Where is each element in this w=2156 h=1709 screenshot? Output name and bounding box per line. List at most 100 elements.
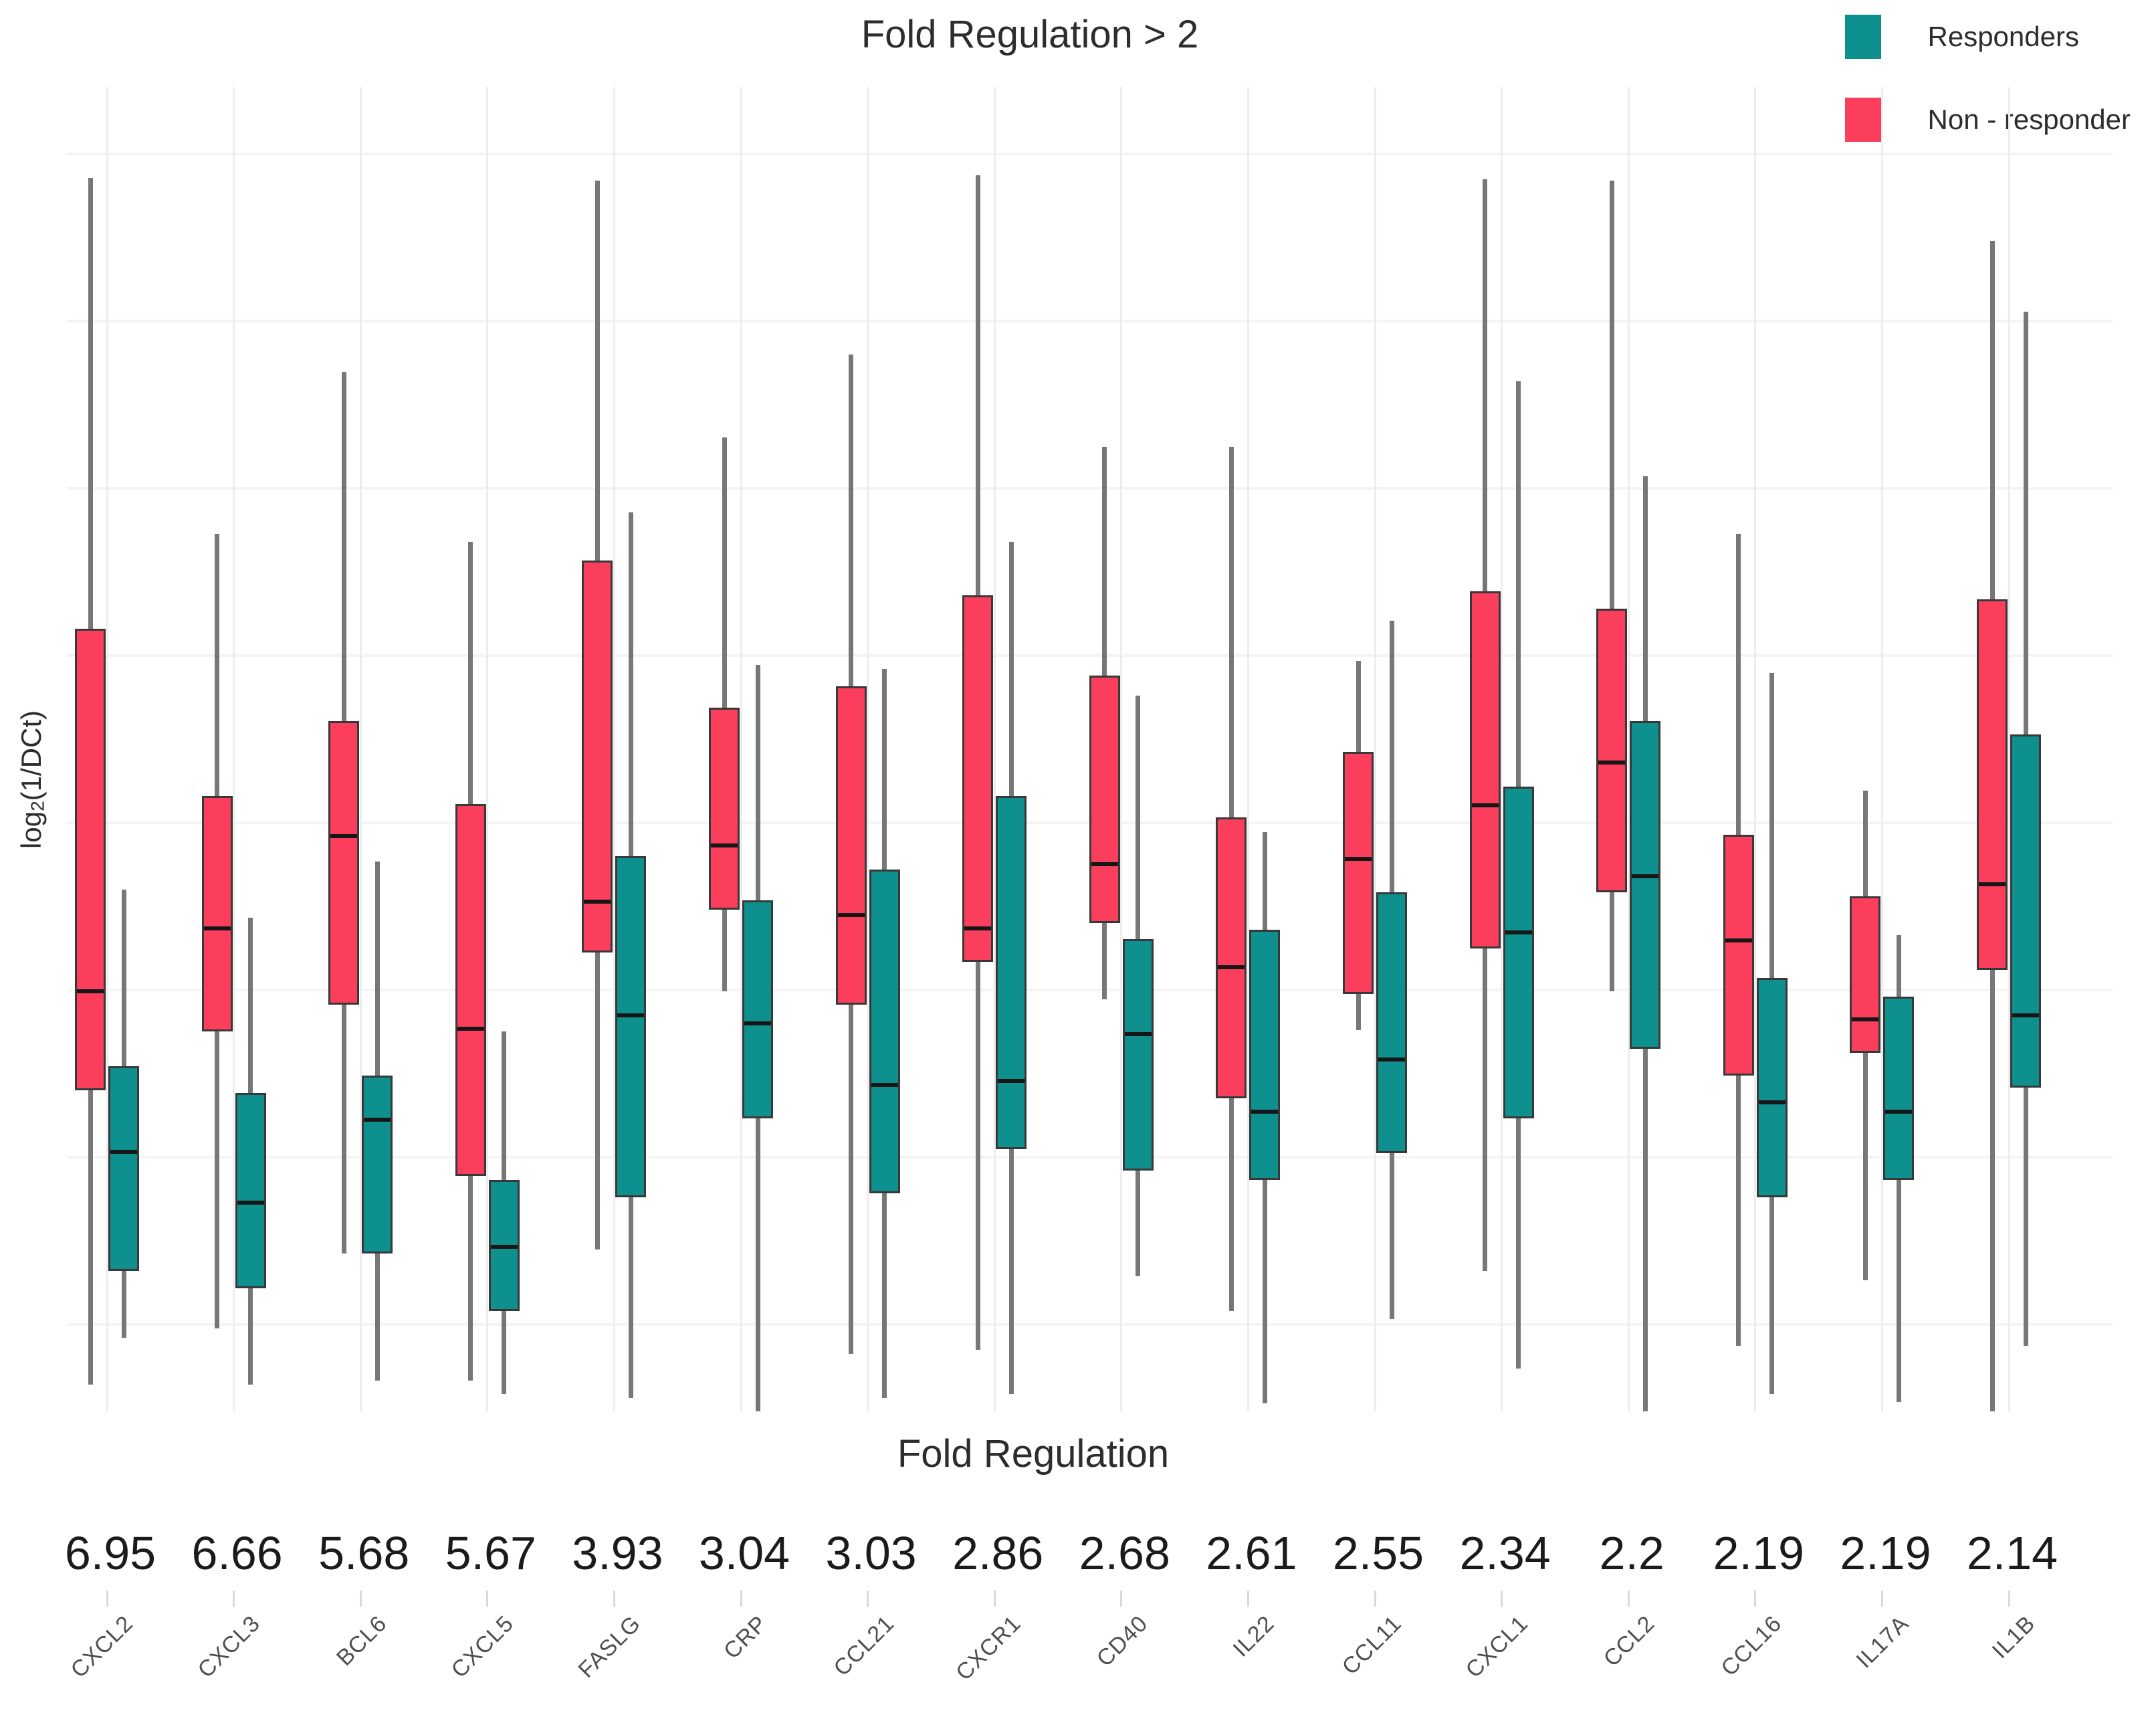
fold-regulation-value: 3.93 [572,1527,663,1579]
box-cd40-non_responder[interactable] [1089,676,1120,923]
x-axis-tick [1880,1591,1883,1607]
median-faslg-responder [617,1013,645,1017]
median-crp-non_responder [711,843,738,847]
median-cxcl1-responder [1505,930,1532,934]
box-cxcl2-non_responder[interactable] [75,629,106,1090]
median-il22-non_responder [1218,965,1245,969]
median-il1b-responder [2012,1013,2039,1017]
median-ccl21-non_responder [837,913,865,917]
box-faslg-responder[interactable] [615,856,647,1197]
box-il17a-responder[interactable] [1883,997,1915,1180]
median-faslg-non_responder [584,900,611,904]
vertical-gridline [486,87,489,1411]
median-ccl16-non_responder [1725,938,1752,942]
gene-label-bcl6: BCL6 [332,1611,393,1671]
box-cxcr1-responder[interactable] [996,796,1027,1149]
legend-label-responders: Responders [1927,21,2079,52]
box-ccl21-responder[interactable] [869,870,900,1193]
horizontal-gridline [67,654,2113,657]
gene-label-cxcl1: CXCL1 [1461,1611,1533,1683]
box-crp-non_responder[interactable] [709,708,740,910]
box-faslg-non_responder[interactable] [582,561,613,952]
horizontal-gridline [67,320,2113,322]
y-axis-title: log2(1/DCt) [15,710,48,849]
median-ccl16-responder [1758,1100,1786,1104]
median-il17a-non_responder [1852,1017,1879,1021]
vertical-gridline [740,87,742,1411]
box-ccl16-non_responder[interactable] [1723,835,1754,1076]
x-axis-tick [1501,1591,1503,1607]
gene-label-cxcr1: CXCR1 [951,1611,1027,1686]
x-axis-tick [106,1591,108,1607]
horizontal-gridline [67,989,2113,991]
fold-regulation-value: 6.95 [64,1527,156,1579]
fold-regulation-value: 2.2 [1599,1527,1664,1579]
box-ccl2-responder[interactable] [1630,721,1661,1049]
box-cd40-responder[interactable] [1122,939,1154,1171]
chart-title: Fold Regulation > 2 [861,13,1199,56]
gene-label-ccl11: CCL11 [1337,1611,1406,1680]
box-bcl6-responder[interactable] [362,1076,393,1253]
horizontal-gridline [67,1156,2113,1159]
x-axis-tick [2008,1591,2010,1607]
median-cxcl1-non_responder [1471,803,1499,807]
x-axis-tick [1247,1591,1249,1607]
gene-label-cxcl3: CXCL3 [193,1611,265,1683]
median-cxcl5-non_responder [457,1027,484,1031]
vertical-gridline [106,87,108,1411]
box-cxcl2-responder[interactable] [108,1066,139,1271]
box-cxcl1-non_responder[interactable] [1469,591,1501,948]
fold-regulation-value: 6.66 [191,1527,283,1579]
x-axis-tick [486,1591,489,1607]
median-crp-responder [744,1021,771,1025]
legend-item-responders[interactable]: Responders [1844,15,2131,59]
vertical-gridline [1627,87,1630,1411]
box-cxcl3-non_responder[interactable] [201,796,233,1031]
median-il1b-non_responder [1979,882,2006,886]
vertical-gridline [1374,87,1376,1411]
fold-regulation-value: 2.68 [1079,1527,1170,1579]
gene-label-il22: IL22 [1228,1611,1280,1662]
median-cxcl2-non_responder [77,989,104,993]
median-il22-responder [1251,1110,1279,1114]
median-bcl6-responder [364,1118,391,1122]
box-il1b-responder[interactable] [2010,734,2041,1088]
box-ccl11-non_responder[interactable] [1343,752,1374,994]
x-axis-tick [359,1591,362,1607]
box-cxcr1-non_responder[interactable] [962,595,994,962]
fold-regulation-value: 2.19 [1713,1527,1804,1579]
box-ccl11-responder[interactable] [1376,892,1407,1153]
median-cd40-responder [1124,1032,1152,1036]
legend-item-non-responder[interactable]: Non - responder [1844,98,2131,142]
box-cxcl5-responder[interactable] [488,1180,520,1311]
box-cxcl1-responder[interactable] [1503,787,1534,1118]
median-ccl21-responder [871,1083,898,1087]
fold-regulation-value: 2.86 [952,1527,1044,1579]
box-il22-non_responder[interactable] [1216,817,1247,1098]
box-crp-responder[interactable] [742,900,773,1118]
box-il22-responder[interactable] [1249,930,1281,1180]
horizontal-gridline [67,487,2113,490]
box-il17a-non_responder[interactable] [1850,896,1881,1053]
vertical-gridline [613,87,615,1411]
vertical-gridline [867,87,869,1411]
vertical-gridline [993,87,996,1411]
box-cxcl3-responder[interactable] [235,1093,266,1288]
median-cxcl5-responder [490,1245,518,1249]
box-ccl16-responder[interactable] [1756,978,1788,1197]
fold-regulation-value: 2.55 [1332,1527,1424,1579]
x-axis-title: Fold Regulation [897,1432,1170,1476]
box-ccl21-non_responder[interactable] [835,686,867,1005]
box-cxcl5-non_responder[interactable] [455,804,486,1176]
box-il1b-non_responder[interactable] [1977,599,2008,970]
gene-label-crp: CRP [719,1611,772,1664]
x-axis-tick [993,1591,996,1607]
non-responder-swatch-icon [1844,98,1881,142]
box-bcl6-non_responder[interactable] [328,721,360,1005]
gene-label-il1b: IL1B [1987,1611,2040,1664]
gene-label-ccl2: CCL2 [1598,1611,1660,1672]
box-ccl2-non_responder[interactable] [1596,609,1628,892]
median-ccl11-non_responder [1345,857,1372,861]
fold-regulation-value: 2.61 [1206,1527,1297,1579]
